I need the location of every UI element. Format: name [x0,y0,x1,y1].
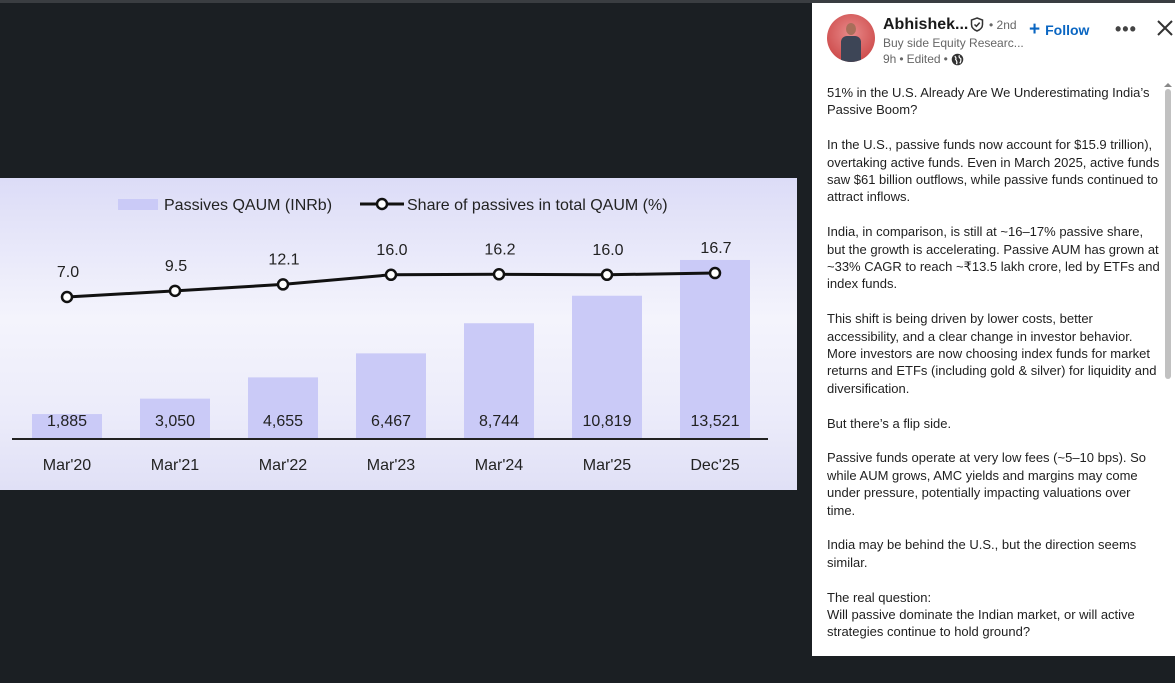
x-tick-label: Mar'21 [151,457,200,474]
bar [248,377,318,439]
shield-check-icon [970,17,984,32]
post-paragraph: 51% in the U.S. Already Are We Underesti… [827,85,1150,118]
line-label: 12.1 [268,251,299,268]
plus-icon: + [1029,19,1041,40]
post-paragraph: In the U.S., passive funds now account f… [827,137,1160,205]
bar [140,398,210,439]
follow-button[interactable]: + Follow [1029,19,1090,40]
x-tick-label: Mar'24 [475,457,524,474]
connection-degree: • 2nd [989,18,1017,32]
scrollbar[interactable] [1164,83,1172,683]
post-paragraph: India may be behind the U.S., but the di… [827,537,1137,570]
chart: Passives QAUM (INRb) Share of passives in… [12,197,768,474]
top-bar [0,0,1175,3]
line-point [708,266,722,280]
post-paragraph: The real question: Will passive dominate… [827,589,1135,640]
post-paragraph: But there’s a flip side. [827,415,952,431]
line-point [492,268,506,281]
legend-label-bars: Passives QAUM (INRb) [164,197,332,214]
line-point [168,284,182,298]
post-image-chart: Passives QAUM (INRb) Share of passives in… [0,178,797,490]
bar-label: 1,885 [47,413,87,430]
x-tick-label: Mar'25 [583,457,632,474]
line-label: 16.7 [700,240,731,257]
post-paragraph: India, in comparison, is still at ~16–17… [827,224,1160,292]
bar [572,295,642,439]
line-point [600,268,614,282]
close-icon[interactable] [1156,19,1174,37]
post-meta: 9h • Edited • [883,52,964,66]
line-label: 16.0 [376,242,407,259]
globe-icon [951,53,964,65]
legend-swatch-bars [118,199,158,210]
edited-label: Edited [906,52,941,66]
post-paragraph: Passive funds operate at very low fees (… [827,450,1147,518]
line-label: 16.2 [484,241,515,258]
x-tick-label: Mar'20 [43,457,92,474]
x-tick-label: Mar'22 [259,457,308,474]
line-point [276,278,290,291]
post-time: 9h [883,52,897,66]
bar-label: 10,819 [583,413,632,430]
line-point [60,290,74,304]
bar [32,414,102,439]
bar-label: 4,655 [263,413,303,430]
line-point [384,268,398,282]
line-label: 9.5 [165,258,187,275]
author-name[interactable]: Abhishek... [883,16,969,33]
legend-marker [375,197,389,211]
avatar[interactable] [827,14,875,62]
post-text: 51% in the U.S. Already Are We Underesti… [827,84,1162,658]
author-headline: Buy side Equity Researc... [883,36,1024,50]
line-label: 16.0 [592,242,623,259]
bar-label: 13,521 [691,413,740,430]
bar [356,353,426,439]
bar-label: 8,744 [479,413,519,430]
bar-label: 3,050 [155,413,195,430]
follow-label: Follow [1045,22,1090,38]
post-detail-panel: Abhishek... • 2nd Buy side Equity Resear… [812,3,1175,656]
x-tick-label: Mar'23 [367,457,416,474]
x-tick-label: Dec'25 [690,457,739,474]
line-label: 7.0 [57,264,79,281]
ellipsis-icon[interactable]: ••• [1115,19,1137,39]
bar-label: 6,467 [371,413,411,430]
bar [680,259,750,439]
legend-label-line: Share of passives in total QAUM (%) [407,197,668,214]
bar [464,323,534,439]
post-paragraph: This shift is being driven by lower cost… [827,311,1157,396]
